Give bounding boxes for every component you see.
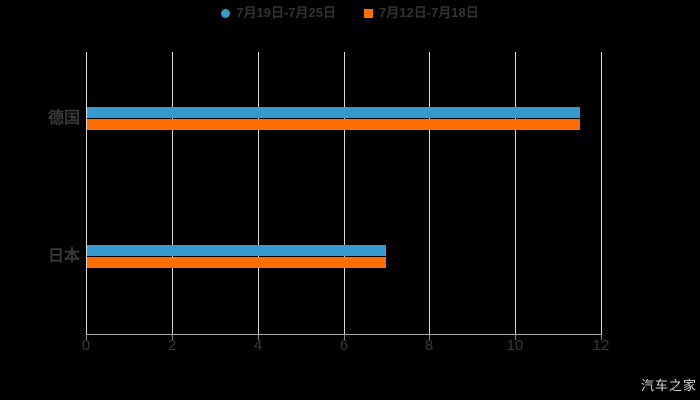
legend-item-label: 7月19日-7月25日 [236, 5, 336, 20]
x-tick-mark [86, 335, 87, 340]
gridline-12 [601, 52, 602, 334]
watermark: 汽车之家 [640, 378, 697, 393]
gridline-0 [86, 52, 87, 334]
legend-item-label: 7月12日-7月18日 [379, 5, 479, 20]
x-tick-label: 8 [424, 337, 434, 354]
gridline-10 [515, 52, 516, 334]
category-label-0: 德国 [47, 110, 80, 127]
x-tick-label: 10 [506, 337, 524, 354]
x-tick-mark [429, 335, 430, 340]
x-tick-label: 4 [253, 337, 263, 354]
legend: 7月19日-7月25日 7月12日-7月18日 [0, 4, 700, 22]
category-label-1: 日本 [47, 248, 80, 265]
bar-c1-s1[interactable] [87, 257, 386, 268]
x-tick-mark [258, 335, 259, 340]
bar-c1-s0[interactable] [87, 245, 386, 256]
bar-c0-s1[interactable] [87, 119, 580, 130]
legend-item-1[interactable]: 7月12日-7月18日 [364, 5, 479, 21]
x-tick-label: 2 [167, 337, 177, 354]
x-tick-mark [172, 335, 173, 340]
bar-c0-s0[interactable] [87, 107, 580, 118]
gridline-6 [344, 52, 345, 334]
x-tick-label: 0 [81, 337, 91, 354]
circle-marker-icon [221, 8, 231, 18]
x-tick-label: 12 [592, 337, 610, 354]
gridline-2 [172, 52, 173, 334]
square-marker-icon [364, 8, 373, 18]
gridline-8 [429, 52, 430, 334]
x-tick-label: 6 [339, 337, 349, 354]
x-axis-line [86, 334, 602, 335]
x-tick-mark [344, 335, 345, 340]
gridline-4 [258, 52, 259, 334]
x-tick-mark [515, 335, 516, 340]
legend-item-0[interactable]: 7月19日-7月25日 [221, 5, 336, 21]
x-tick-mark [601, 335, 602, 340]
